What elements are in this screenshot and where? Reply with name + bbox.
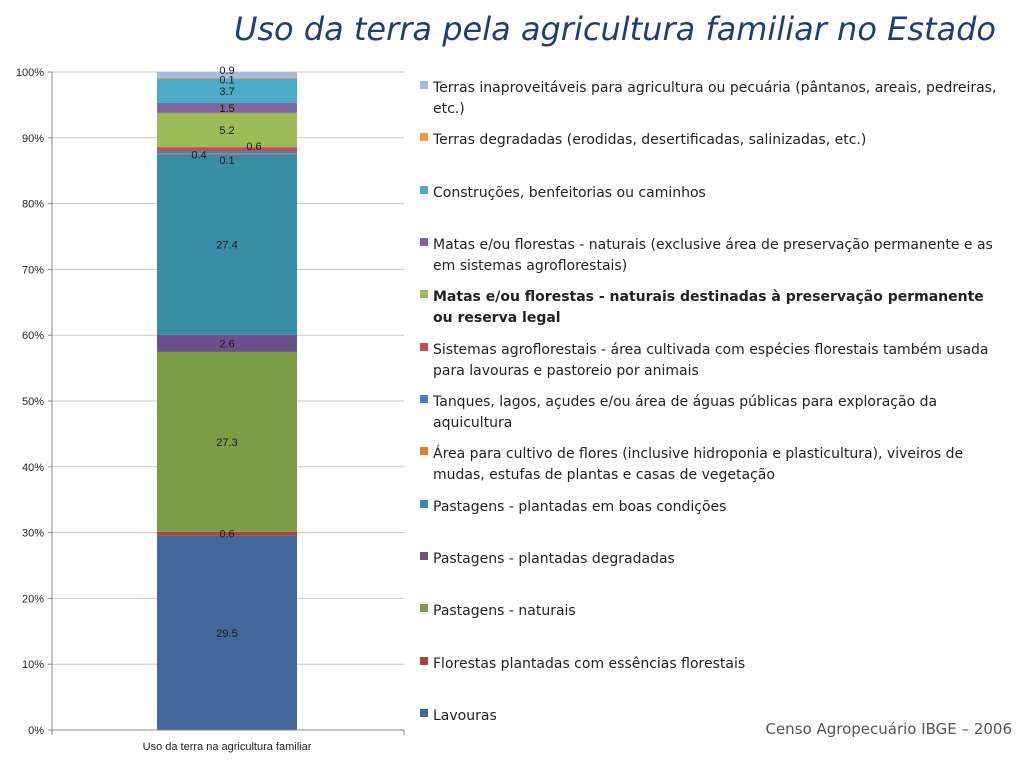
legend-item: Sistemas agroflorestais - área cultivada… — [420, 340, 1005, 382]
legend-label: Lavouras — [433, 708, 497, 724]
legend-swatch — [420, 81, 428, 89]
stacked-bar-chart: 0% 10% 20% 30% 40% 50% 60% 70% 80% 90% 100% 29.5 0.… — [16, 65, 405, 753]
legend-label: Pastagens - naturais — [433, 603, 576, 620]
legend-label: Terras inaproveitáveis para agricultura … — [433, 80, 997, 117]
data-label: 2.6 — [219, 338, 234, 350]
legend-label: Pastagens - plantadas em boas condições — [433, 498, 727, 515]
bar-segment — [157, 535, 297, 730]
legend-swatch — [420, 656, 428, 665]
legend-item: Construções, benfeitorias ou caminhos — [420, 183, 1005, 204]
data-label: 0.1 — [219, 155, 234, 167]
y-tick-label: 70% — [22, 264, 44, 276]
y-tick-label: 30% — [22, 528, 44, 540]
legend-swatch — [420, 238, 428, 246]
legend-item: Tanques, lagos, açudes e/ou área de água… — [420, 392, 1005, 434]
y-tick-label: 80% — [22, 199, 44, 211]
legend-item: Pastagens - plantadas em boas condições — [420, 497, 1005, 518]
y-tick-label: 0% — [28, 725, 44, 737]
bar-segment — [157, 351, 297, 532]
legend-swatch — [420, 133, 428, 142]
legend-swatch — [420, 395, 428, 403]
x-axis-category-labels: Uso da terra na agricultura familiar — [143, 741, 312, 753]
legend-label: Sistemas agroflorestais - área cultivada… — [433, 341, 989, 379]
data-label: 0.6 — [219, 529, 234, 541]
y-tick-label: 100% — [16, 67, 44, 79]
data-label: 0.1 — [219, 74, 234, 86]
data-label: 29.5 — [216, 628, 237, 640]
y-tick-label: 90% — [22, 133, 44, 145]
legend-swatch — [420, 499, 428, 508]
legend-item: Terras degradadas (erodidas, desertifica… — [420, 130, 1005, 151]
bar-segment — [157, 77, 297, 79]
bar-segment — [157, 154, 297, 335]
y-tick-label: 50% — [22, 396, 44, 408]
bar-segment — [157, 72, 297, 78]
legend-label: Tanques, lagos, açudes e/ou área de água… — [433, 394, 938, 431]
data-label: 0.9 — [219, 65, 234, 77]
bar-segment — [157, 334, 297, 352]
legend-item: Área para cultivo de flores (inclusive h… — [420, 444, 1005, 486]
y-tick-label: 20% — [22, 593, 44, 605]
legend-label: Construções, benfeitorias ou caminhos — [433, 184, 706, 201]
legend-swatch — [420, 604, 428, 613]
bar-segment — [157, 102, 297, 113]
legend-swatch — [420, 709, 428, 717]
legend-swatch — [420, 447, 428, 456]
data-label: 0.6 — [246, 141, 261, 153]
data-label: 27.4 — [216, 240, 237, 252]
y-tick-label: 60% — [22, 330, 44, 342]
chart-title: Uso da terra pela agricultura familiar n… — [233, 10, 996, 48]
data-label: 1.5 — [219, 103, 234, 115]
data-label: 0.4 — [191, 149, 206, 161]
legend-swatch — [420, 342, 428, 351]
bar-segment — [157, 112, 297, 148]
legend-label: Área para cultivo de flores (inclusive h… — [433, 446, 964, 484]
legend-label: Florestas plantadas com essências flores… — [433, 655, 746, 672]
legend-label: Matas e/ou florestas - naturais destinad… — [433, 289, 984, 327]
legend-swatch — [420, 552, 428, 560]
axes — [51, 72, 405, 735]
source-note: Censo Agropecuário IBGE – 2006 — [765, 720, 1012, 738]
legend-item: Matas e/ou florestas - naturais (exclusi… — [420, 235, 1005, 277]
legend-item: Lavouras — [420, 706, 1005, 727]
legend-label: Pastagens - plantadas degradadas — [433, 551, 675, 567]
legend-item: Florestas plantadas com essências flores… — [420, 654, 1005, 675]
x-category-label: Uso da terra na agricultura familiar — [143, 741, 312, 753]
bar-segment — [157, 153, 297, 155]
legend-swatch — [420, 185, 428, 194]
legend-swatch — [420, 290, 428, 299]
legend-item: Matas e/ou florestas - naturais destinad… — [420, 287, 1005, 329]
legend-item: Pastagens - naturais — [420, 601, 1005, 622]
y-axis-tick-labels: 0% 10% 20% 30% 40% 50% 60% 70% 80% 90% 100% — [16, 67, 44, 737]
bar-segment — [157, 151, 297, 154]
legend-label: Matas e/ou florestas - naturais (exclusi… — [433, 237, 993, 274]
y-tick-label: 40% — [22, 462, 44, 474]
data-label: 5.2 — [219, 125, 234, 137]
data-label: 27.3 — [216, 437, 237, 449]
legend: Terras inaproveitáveis para agricultura … — [420, 0, 1010, 768]
data-labels: 29.50.627.32.627.40.10.40.65.21.53.70.10… — [191, 65, 261, 640]
bar-segment — [157, 531, 297, 536]
bar-segment — [157, 147, 297, 152]
bar-segments — [157, 72, 297, 730]
legend-item: Terras inaproveitáveis para agricultura … — [420, 78, 1005, 120]
legend-label: Terras degradadas (erodidas, desertifica… — [433, 132, 867, 149]
data-label: 3.7 — [219, 86, 234, 98]
legend-item: Pastagens - plantadas degradadas — [420, 549, 1005, 570]
bar-segment — [157, 78, 297, 103]
y-tick-label: 10% — [22, 659, 44, 671]
